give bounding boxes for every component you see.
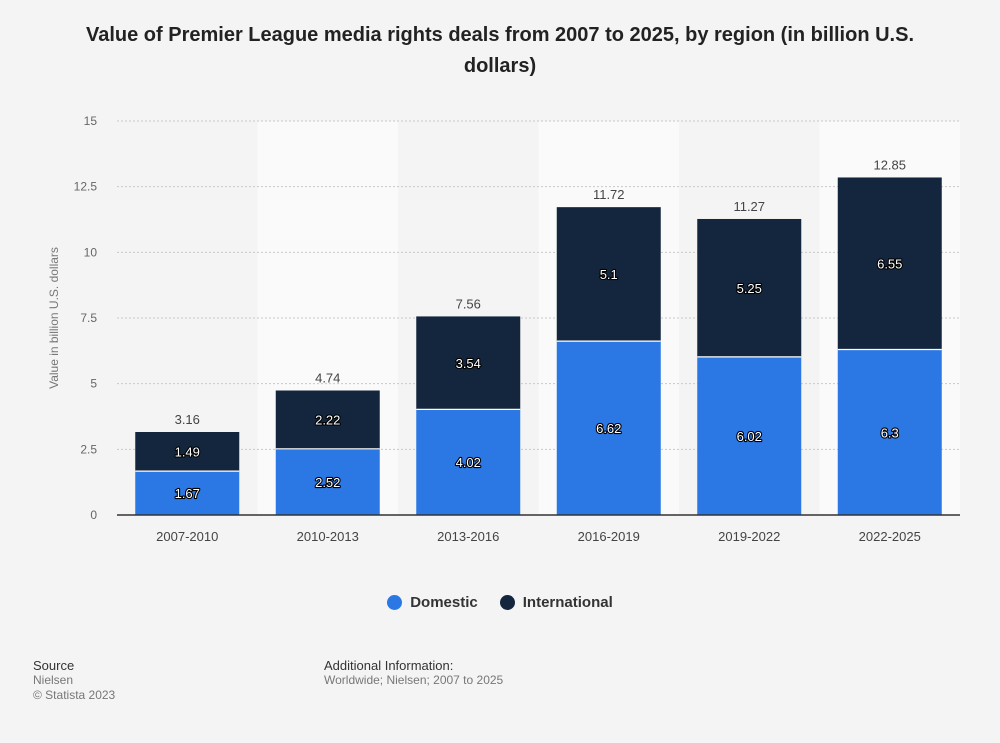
y-tick-label: 0 <box>90 508 97 522</box>
bar-domestic <box>135 471 240 515</box>
data-label-international: 3.54 <box>456 356 481 371</box>
legend-dot-international <box>499 595 515 610</box>
x-tick-label: 2022-2025 <box>859 529 921 544</box>
legend-item-domestic[interactable]: Domestic <box>387 594 478 611</box>
bar-international <box>697 218 802 357</box>
data-label-total: 7.56 <box>456 296 481 311</box>
y-tick-label: 12.5 <box>74 180 98 194</box>
y-tick-label: 5 <box>90 377 97 391</box>
bar-domestic <box>697 356 802 515</box>
data-label-total: 3.16 <box>175 412 200 427</box>
data-label-international: 5.25 <box>737 281 762 296</box>
data-label-domestic: 2.52 <box>315 475 340 490</box>
x-tick-label: 2007-2010 <box>156 529 218 544</box>
data-label-domestic: 6.3 <box>881 425 899 440</box>
x-tick-label: 2019-2022 <box>718 529 780 544</box>
x-tick-label: 2013-2016 <box>437 529 499 544</box>
data-label-total: 11.27 <box>733 199 765 214</box>
legend: Domestic International <box>0 594 1000 611</box>
gridlines <box>117 120 960 450</box>
chart-title: Value of Premier League media rights dea… <box>85 24 915 77</box>
y-tick-label: 10 <box>84 245 98 259</box>
y-tick-label: 2.5 <box>80 442 97 456</box>
data-label-total: 4.74 <box>315 370 340 385</box>
additional-info-heading: Additional Information: <box>324 658 454 673</box>
x-tick-label: 2010-2013 <box>297 529 359 544</box>
data-label-domestic: 1.67 <box>175 486 200 501</box>
data-label-international: 1.49 <box>175 445 200 460</box>
y-tick-label: 7.5 <box>80 311 97 325</box>
source-block: Source Nielsen © Statista 2023 <box>33 658 115 703</box>
bars: 1.67 1.49 3.16 2.52 2.22 4.74 4.02 3.54 7.56 6.62… <box>135 157 942 515</box>
x-tick-label: 2016-2019 <box>578 529 640 544</box>
legend-item-international[interactable]: International <box>499 594 613 611</box>
bar-international <box>837 177 942 350</box>
source-name[interactable]: Nielsen <box>33 673 74 687</box>
bar-international <box>135 431 240 472</box>
data-label-domestic: 6.62 <box>596 421 621 436</box>
data-label-international: 5.1 <box>600 267 618 282</box>
bar-domestic <box>837 349 942 515</box>
legend-dot-domestic <box>387 595 403 610</box>
additional-info-text: Worldwide; Nielsen; 2007 to 2025 <box>324 673 504 687</box>
data-label-total: 11.72 <box>593 187 625 202</box>
legend-label-international: International <box>522 594 613 611</box>
bar-domestic <box>556 341 661 515</box>
y-axis-label: Value in billion U.S. dollars <box>47 247 61 389</box>
source-heading: Source <box>33 658 75 673</box>
bar-international <box>275 390 380 449</box>
bar-international <box>416 316 521 410</box>
data-label-total: 12.85 <box>873 157 906 172</box>
bar-domestic <box>416 409 521 515</box>
bar-international <box>556 207 661 342</box>
bar-domestic <box>275 448 380 515</box>
data-label-domestic: 4.02 <box>456 455 481 470</box>
y-axis-ticks: 0 2.5 5 7.5 10 12.5 15 <box>74 114 98 522</box>
additional-info-block: Additional Information: Worldwide; Niels… <box>324 658 503 688</box>
y-tick-label: 15 <box>84 114 98 128</box>
data-label-international: 2.22 <box>315 413 340 428</box>
data-label-domestic: 6.02 <box>737 429 762 444</box>
x-axis-ticks: 2007-2010 2010-2013 2013-2016 2016-2019 2019… <box>156 529 921 544</box>
data-label-international: 6.55 <box>877 256 902 271</box>
legend-label-domestic: Domestic <box>410 594 478 611</box>
copyright[interactable]: © Statista 2023 <box>33 688 116 702</box>
